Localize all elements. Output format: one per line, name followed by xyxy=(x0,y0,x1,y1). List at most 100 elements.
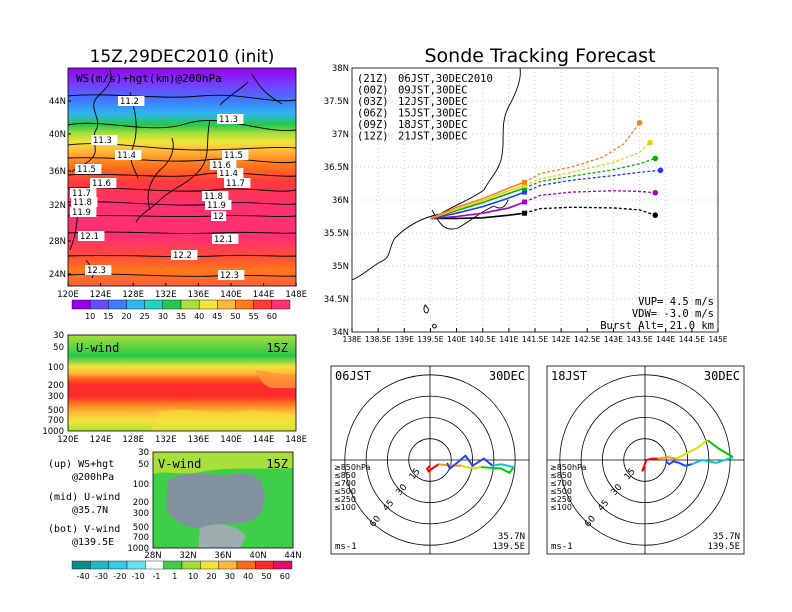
v-colorbar-label: 60 xyxy=(280,572,290,581)
track-lon-tick: 144E xyxy=(656,335,675,344)
track-coastline xyxy=(351,67,521,329)
track-lon-tick: 143.5E xyxy=(626,335,652,344)
ws-colorbar-swatch xyxy=(144,299,164,310)
ws-lat-tick: 24N xyxy=(49,270,66,280)
track-lon-tick: 142.5E xyxy=(574,335,600,344)
hodograph-segment xyxy=(492,463,514,469)
track-lon-ticks: 138E 138.5E 139E 139.5E 140E 140.5E 141E 141.5E… xyxy=(342,328,728,344)
v-colorbar-label: 20 xyxy=(206,572,216,581)
hgt-labels: 11.211.311.311.411.4 11.511.5 11.611.6 11.7… xyxy=(70,96,251,281)
hodograph-lon: 139.5E xyxy=(707,542,740,552)
ws-lon-tick: 124E xyxy=(90,290,112,300)
hodograph-time: 06JST xyxy=(335,369,371,383)
hodograph-level: ≤100 xyxy=(334,503,356,512)
ws-lon-tick: 132E xyxy=(155,290,177,300)
track-ascent-line xyxy=(430,184,525,220)
v-wind-time: 15Z xyxy=(266,457,288,471)
track-map-panel: (21Z) 06JST,30DEC2010 (00Z) 09JST,30DEC (03Z… xyxy=(324,64,728,344)
hodograph-segment xyxy=(675,439,709,460)
burst-marker xyxy=(522,182,528,188)
v-colorbar-swatch xyxy=(218,560,238,570)
ws-map-lat-ticks: 44N 40N 36N 32N 28N 24N xyxy=(49,97,71,280)
hgt-label-box xyxy=(78,231,105,241)
v-lat-tick: 32N xyxy=(179,551,196,561)
ws-colorbar-swatch xyxy=(126,299,145,310)
track-lat-tick: 34.5N xyxy=(324,295,349,305)
hgt-label: 11.7 xyxy=(226,179,245,189)
panel-note-sub: @35.7N xyxy=(72,505,108,516)
ws-lon-tick: 136E xyxy=(188,290,210,300)
v-lat-tick: 44N xyxy=(284,551,301,561)
track-legend-code: (21Z) xyxy=(357,73,389,85)
track-ascent-line xyxy=(430,212,525,220)
track-lat-tick: 35N xyxy=(332,262,349,272)
ws-colorbar-label: 45 xyxy=(212,312,222,321)
ws-lon-tick: 144E xyxy=(253,290,275,300)
track-lon-tick: 141.5E xyxy=(522,335,548,344)
v-colorbar-label: -1 xyxy=(153,572,161,581)
u-lon-tick: 144E xyxy=(253,435,275,445)
hodograph-level: ≤250 xyxy=(334,495,356,504)
v-p-tick: 300 xyxy=(133,509,149,519)
ws-colorbar-swatch xyxy=(108,299,127,310)
track-legend-label: 15JST,30DEC xyxy=(398,108,468,120)
track-lat-tick: 37N xyxy=(332,130,349,140)
track-legend-code: (09Z) xyxy=(357,119,389,131)
hodograph-level: ≤500 xyxy=(550,487,572,496)
hodograph-segment xyxy=(641,457,658,472)
v-p-tick: 700 xyxy=(133,533,149,543)
panel-note: (mid) U-wind xyxy=(48,492,120,503)
v-p-tick: 1000 xyxy=(127,544,149,554)
track-lon-tick: 138.5E xyxy=(365,335,391,344)
hodograph-level: ≤500 xyxy=(334,487,356,496)
landing-marker xyxy=(652,189,659,196)
track-lat-tick: 37.5N xyxy=(324,97,349,107)
track-map-grid xyxy=(352,68,718,332)
hodograph-ring-label: 60 xyxy=(368,514,383,529)
track-lat-tick: 36N xyxy=(332,196,349,206)
burst-marker xyxy=(522,199,528,205)
burst-marker xyxy=(522,185,528,191)
v-colorbar-swatch xyxy=(200,560,219,570)
track-lon-tick: 141E xyxy=(499,335,518,344)
hgt-label-box xyxy=(218,270,245,280)
v-colorbar: -40 -30 -20 -10 -1 1 10 20 30 40 50 60 xyxy=(71,560,293,581)
track-legend-label: 09JST,30DEC xyxy=(398,85,468,97)
hgt-label-box xyxy=(217,114,244,124)
hgt-label-box xyxy=(85,265,112,275)
panel-note-sub: @200hPa xyxy=(72,472,114,483)
hodograph-segment xyxy=(460,464,482,470)
hodograph-unit: ms-1 xyxy=(335,542,357,552)
u-p-tick: 1000 xyxy=(42,427,64,437)
hodograph-time: 18JST xyxy=(551,369,587,383)
v-colorbar-swatch xyxy=(108,560,128,570)
vup-stat: VUP= 4.5 m/s xyxy=(638,296,714,308)
v-colorbar-label: -40 xyxy=(77,572,90,581)
hgt-label: 11.6 xyxy=(92,179,111,189)
hodograph-lat: 35.7N xyxy=(713,532,740,542)
v-colorbar-swatch xyxy=(236,560,256,570)
hgt-label-box xyxy=(171,250,198,260)
ws-colorbar-swatch xyxy=(198,299,218,310)
track-descent-line xyxy=(524,122,641,183)
track-legend-label: 18JST,30DEC xyxy=(398,119,468,131)
ws-map-field xyxy=(68,68,296,286)
ws-lon-tick: 140E xyxy=(220,290,242,300)
v-colorbar-label: 30 xyxy=(225,572,235,581)
ws-lat-tick: 44N xyxy=(49,97,66,107)
hgt-label-box xyxy=(70,207,97,217)
v-lat-tick: 28N xyxy=(144,551,161,561)
track-descent-line xyxy=(524,142,651,187)
u-lon-tick: 148E xyxy=(285,435,307,445)
track-lat-tick: 35.5N xyxy=(324,229,349,239)
hgt-label-box xyxy=(71,197,98,207)
ws-lat-tick: 32N xyxy=(49,201,66,211)
track-legend-code: (00Z) xyxy=(357,85,389,97)
hodograph-frame xyxy=(330,365,530,555)
ws-colorbar-swatch xyxy=(89,299,109,310)
hodograph-level: ≤850 xyxy=(334,471,356,480)
panel-note-sub: @139.5E xyxy=(72,537,114,548)
hodograph-level: ≤700 xyxy=(334,479,356,488)
